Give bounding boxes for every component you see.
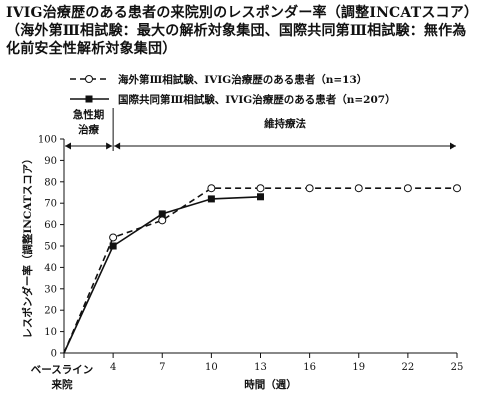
phase-arrow-head-left (114, 142, 121, 150)
phase-arrow-head-right (450, 142, 456, 150)
y-tick-label: 90 (44, 156, 57, 167)
x-tick-label: ベースライン (31, 364, 93, 376)
data-point-1 (109, 233, 118, 242)
series-group (63, 184, 461, 354)
x-tick-label: 4 (110, 362, 116, 373)
y-tick-label: 60 (44, 220, 57, 231)
data-point-1 (158, 216, 167, 225)
data-point-1 (256, 184, 265, 193)
data-point-2 (109, 242, 117, 250)
data-point-1 (305, 184, 314, 193)
data-point-2 (257, 193, 264, 201)
y-axis-title: レスポンダー率（調整INCATスコア） (21, 153, 34, 338)
y-tick-label: 0 (51, 349, 57, 360)
phase-label: 治療 (78, 123, 99, 136)
y-tick-label: 70 (44, 199, 57, 210)
phase-label: 急性期 (73, 108, 105, 121)
legend: 海外第Ⅲ相試験、IVIG治療歴のある患者（n=13） 国際共同第Ⅲ相試験、IVIG… (70, 73, 396, 106)
legend-label-1: 海外第Ⅲ相試験、IVIG治療歴のある患者（n=13） (118, 73, 367, 86)
x-tick-label: 25 (451, 362, 464, 373)
legend-marker-2 (85, 95, 93, 103)
y-tick-label: 80 (44, 177, 57, 188)
x-axis-title: 時間（週） (244, 378, 297, 391)
chart-title: IVIG治療歴のある患者の来院別のレスポンダー率（調整INCATスコア）（海外第… (6, 5, 472, 57)
data-point-2 (207, 195, 215, 203)
legend-label-2: 国際共同第Ⅲ相試験、IVIG治療歴のある患者（n=207） (118, 93, 396, 106)
data-point-1 (453, 184, 461, 193)
x-tick-label: 7 (159, 362, 165, 373)
data-point-1 (207, 184, 216, 193)
y-tick-label: 50 (44, 242, 57, 253)
data-point-1 (354, 184, 363, 193)
x-tick-label: 22 (402, 362, 415, 373)
y-tick-label: 10 (44, 327, 57, 338)
phase-arrow-head-left (65, 142, 71, 150)
x-tick-label: 10 (205, 362, 218, 373)
x-tick-label: 来院 (51, 378, 73, 391)
x-tick-label: 16 (303, 362, 316, 373)
y-tick-label: 20 (44, 306, 57, 317)
legend-marker-1 (85, 75, 93, 83)
series-line-1 (63, 187, 457, 354)
phase-arrow-head-right (106, 142, 113, 150)
data-point-1 (403, 184, 412, 193)
axes (60, 138, 458, 358)
x-tick-label: 13 (254, 362, 267, 373)
y-tick-label: 30 (44, 284, 57, 295)
y-tick-label: 40 (44, 263, 57, 274)
x-tick-label: 19 (352, 362, 365, 373)
data-point-2 (158, 210, 166, 218)
phase-label: 維持療法 (264, 117, 306, 130)
y-tick-label: 100 (38, 135, 57, 146)
